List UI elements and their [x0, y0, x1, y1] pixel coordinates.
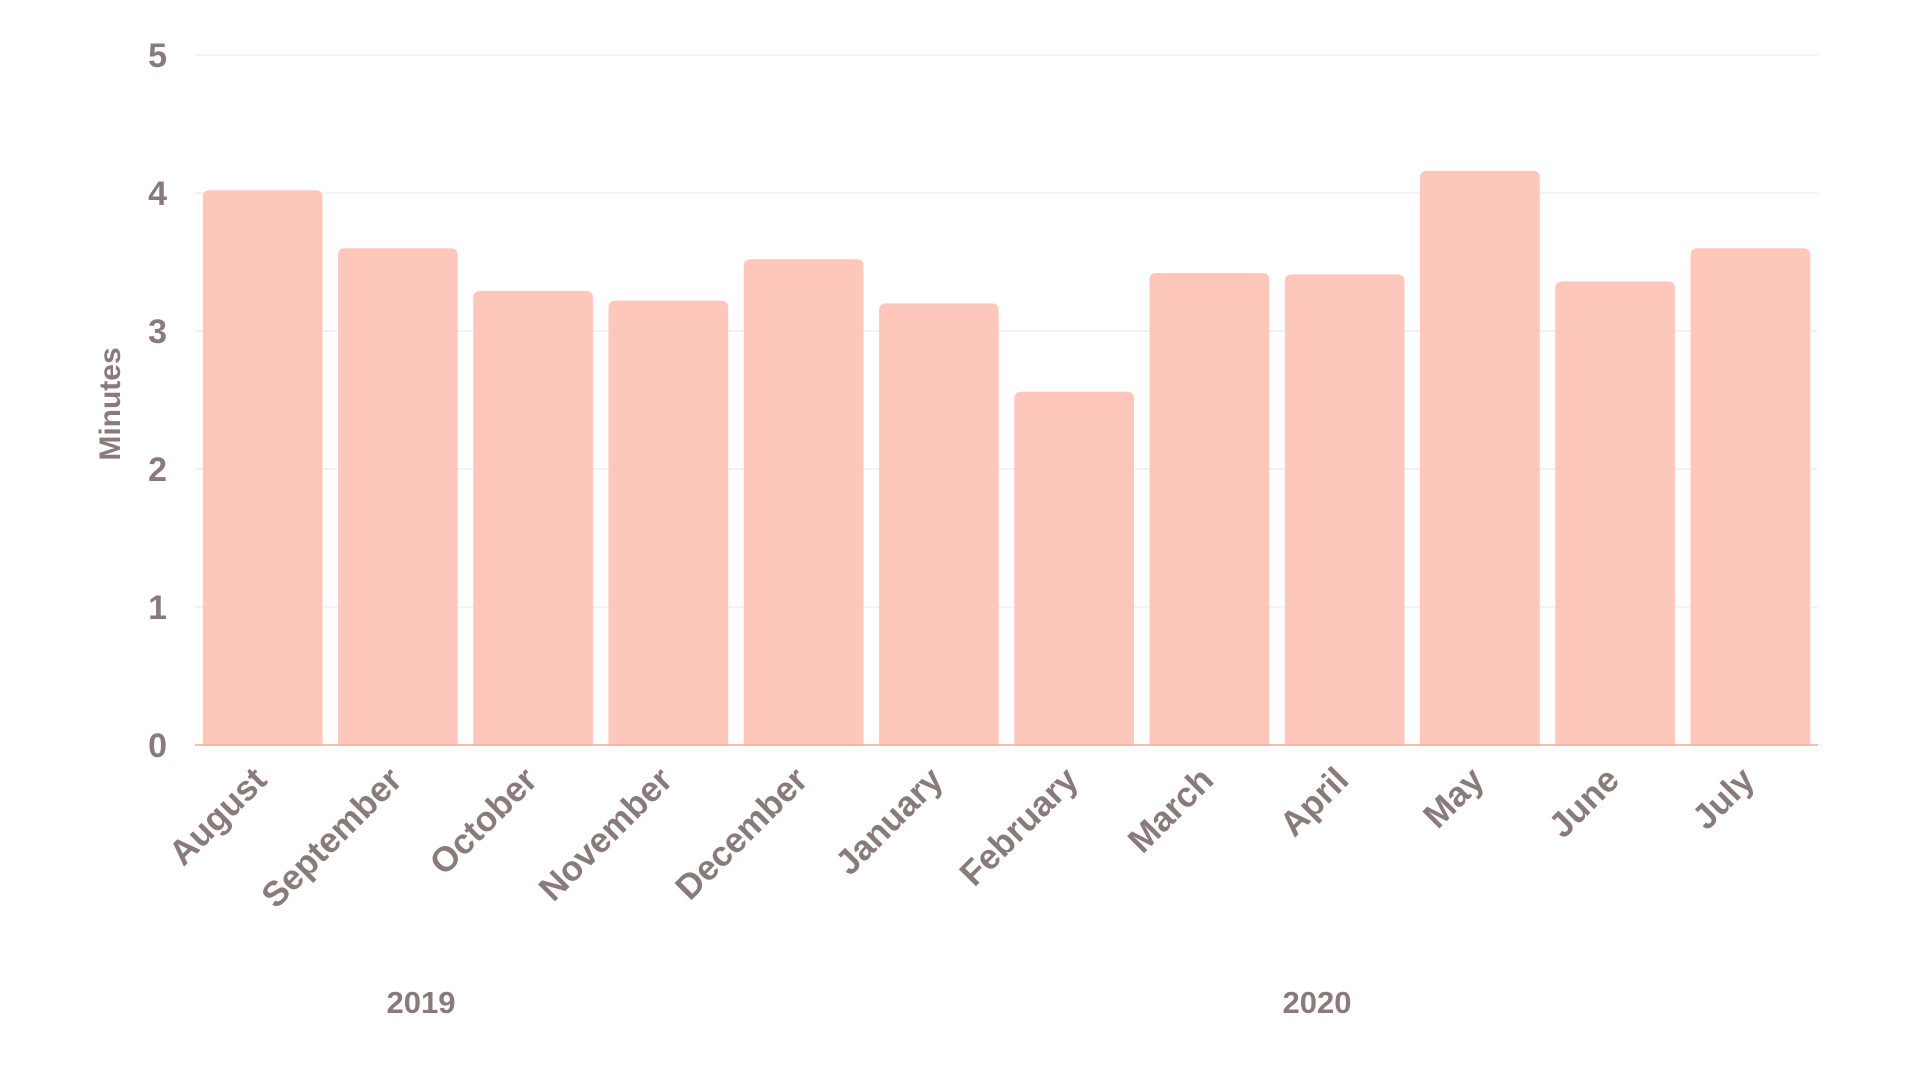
- group-label-2019: 2019: [387, 985, 456, 1020]
- x-tick-label-january: January: [828, 760, 951, 883]
- bar-july: [1690, 248, 1811, 745]
- x-tick-label-june: June: [1541, 760, 1626, 845]
- bar-may: [1420, 170, 1540, 746]
- y-tick-label: 5: [148, 37, 167, 75]
- y-tick-label: 4: [148, 175, 167, 213]
- gridlines: [195, 54, 1818, 608]
- bar-november: [608, 300, 729, 745]
- y-tick-label: 2: [148, 451, 167, 489]
- x-tick-label-april: April: [1272, 760, 1356, 844]
- y-tick-label: 3: [148, 313, 167, 351]
- x-tick-label-december: December: [668, 760, 816, 908]
- bar-march: [1149, 273, 1270, 745]
- y-tick-label: 1: [148, 589, 167, 627]
- x-tick-label-august: August: [161, 760, 274, 873]
- bar-october: [473, 290, 593, 745]
- bar-august: [202, 190, 323, 746]
- bar-december: [743, 259, 864, 745]
- year-group-labels: 2019 2020: [387, 985, 1352, 1020]
- bar-april: [1284, 274, 1405, 745]
- x-tick-label-september: September: [254, 760, 410, 916]
- y-tick-label: 0: [148, 727, 167, 765]
- bar-june: [1555, 281, 1675, 745]
- x-tick-label-july: July: [1685, 760, 1762, 837]
- x-tick-label-may: May: [1416, 760, 1492, 836]
- y-axis-title: Minutes: [94, 347, 127, 460]
- x-tick-label-february: February: [952, 760, 1086, 894]
- y-axis-ticks: 0 1 2 3 4 5: [148, 37, 167, 765]
- x-tick-label-march: March: [1121, 760, 1221, 860]
- bar-september: [338, 248, 458, 745]
- bar-january: [879, 303, 999, 745]
- bar-february: [1014, 391, 1134, 745]
- group-label-2020: 2020: [1283, 985, 1352, 1020]
- x-tick-label-november: November: [531, 760, 680, 909]
- x-tick-label-october: October: [422, 760, 545, 883]
- bars: [202, 170, 1811, 746]
